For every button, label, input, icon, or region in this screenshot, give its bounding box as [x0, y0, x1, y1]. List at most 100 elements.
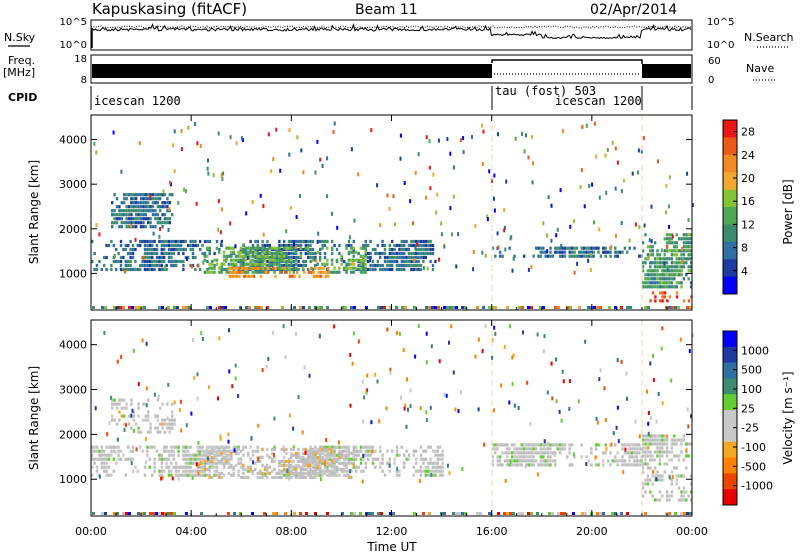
heatmap-cell [195, 201, 198, 206]
heatmap-cell [182, 247, 185, 252]
heatmap-cell [422, 255, 425, 260]
heatmap-cell [218, 445, 221, 449]
heatmap-cell [197, 464, 200, 468]
heatmap-cell [180, 129, 183, 134]
heatmap-cell [355, 453, 358, 457]
heatmap-cell [194, 461, 197, 465]
heatmap-cell [125, 217, 128, 221]
heatmap-cell [515, 451, 519, 455]
heatmap-cell [333, 463, 336, 467]
heatmap-cell [687, 257, 690, 261]
heatmap-cell [309, 463, 311, 468]
heatmap-cell [369, 255, 372, 260]
range-tick-label: 3000 [59, 178, 87, 191]
heatmap-cell [117, 457, 120, 461]
heatmap-cell [182, 465, 185, 469]
heatmap-cell [680, 450, 683, 454]
heatmap-cell [176, 306, 179, 309]
heatmap-cell [309, 449, 312, 453]
heatmap-cell [302, 263, 305, 268]
heatmap-cell [628, 246, 631, 250]
heatmap-cell [172, 247, 175, 252]
heatmap-cell [391, 251, 394, 256]
noise-left-tick-high: 10^5 [60, 17, 87, 28]
heatmap-cell [588, 183, 591, 188]
heatmap-cell [482, 306, 485, 309]
heatmap-cell [139, 267, 142, 272]
heatmap-cell [573, 246, 576, 250]
heatmap-cell [393, 255, 396, 260]
heatmap-cell [515, 463, 519, 467]
heatmap-cell [461, 512, 464, 515]
heatmap-cell [665, 281, 669, 285]
heatmap-cell [656, 285, 659, 289]
heatmap-cell [270, 254, 274, 258]
heatmap-cell [318, 455, 322, 459]
heatmap-cell [302, 473, 305, 477]
heatmap-cell [154, 414, 157, 418]
heatmap-cell [359, 449, 363, 453]
heatmap-cell [644, 438, 647, 442]
heatmap-cell [118, 225, 121, 229]
heatmap-cell [242, 465, 245, 469]
heatmap-cell [327, 266, 330, 270]
heatmap-cell [665, 183, 668, 188]
heatmap-cell [218, 461, 221, 465]
heatmap-cell [333, 453, 336, 457]
heatmap-cell [428, 165, 431, 170]
heatmap-cell [517, 405, 520, 410]
heatmap-cell [633, 447, 636, 451]
heatmap-cell [675, 454, 678, 458]
heatmap-cell [233, 274, 236, 278]
heatmap-cell [663, 470, 666, 474]
heatmap-cell [319, 473, 322, 477]
heatmap-cell [144, 201, 147, 205]
heatmap-cell [379, 263, 382, 268]
heatmap-cell [148, 465, 151, 469]
heatmap-cell [266, 475, 269, 479]
heatmap-cell [168, 221, 171, 225]
heatmap-cell [652, 378, 655, 382]
heatmap-cell [550, 238, 553, 243]
heatmap-cell [199, 143, 202, 148]
heatmap-cell [379, 267, 382, 272]
heatmap-cell [682, 486, 686, 490]
heatmap-cell [614, 246, 617, 250]
heatmap-cell [120, 217, 123, 221]
heatmap-cell [682, 245, 686, 249]
heatmap-cell [196, 396, 199, 401]
heatmap-cell [91, 473, 94, 477]
heatmap-cell [626, 512, 629, 515]
heatmap-cell [281, 306, 284, 309]
heatmap-cell [285, 451, 288, 455]
heatmap-cell [328, 471, 331, 475]
heatmap-cell [189, 461, 192, 465]
heatmap-cell [682, 253, 686, 257]
heatmap-cell [350, 246, 353, 250]
heatmap-cell [131, 267, 135, 272]
heatmap-cell [112, 457, 115, 461]
heatmap-cell [350, 243, 353, 248]
heatmap-cell [172, 251, 175, 256]
heatmap-cell [624, 447, 627, 452]
heatmap-cell [427, 239, 430, 244]
heatmap-cell [687, 277, 690, 281]
heatmap-cell [289, 205, 292, 210]
heatmap-cell [223, 445, 226, 449]
heatmap-cell [668, 285, 671, 289]
heatmap-cell [115, 259, 118, 264]
heatmap-cell [208, 239, 211, 244]
heatmap-cell [142, 197, 145, 201]
heatmap-cell [167, 228, 170, 232]
noise-panel: 10^5 10^0 10^5 10^0 [60, 17, 735, 51]
heatmap-cell [231, 266, 234, 270]
heatmap-cell [115, 221, 119, 225]
heatmap-cell [172, 143, 174, 148]
range-tick-label: 2000 [59, 428, 87, 441]
heatmap-cell [206, 254, 209, 258]
heatmap-cell [396, 466, 399, 471]
heatmap-cell [677, 249, 681, 253]
heatmap-cell [585, 123, 588, 128]
heatmap-cell [419, 251, 423, 256]
heatmap-cell [290, 455, 293, 459]
